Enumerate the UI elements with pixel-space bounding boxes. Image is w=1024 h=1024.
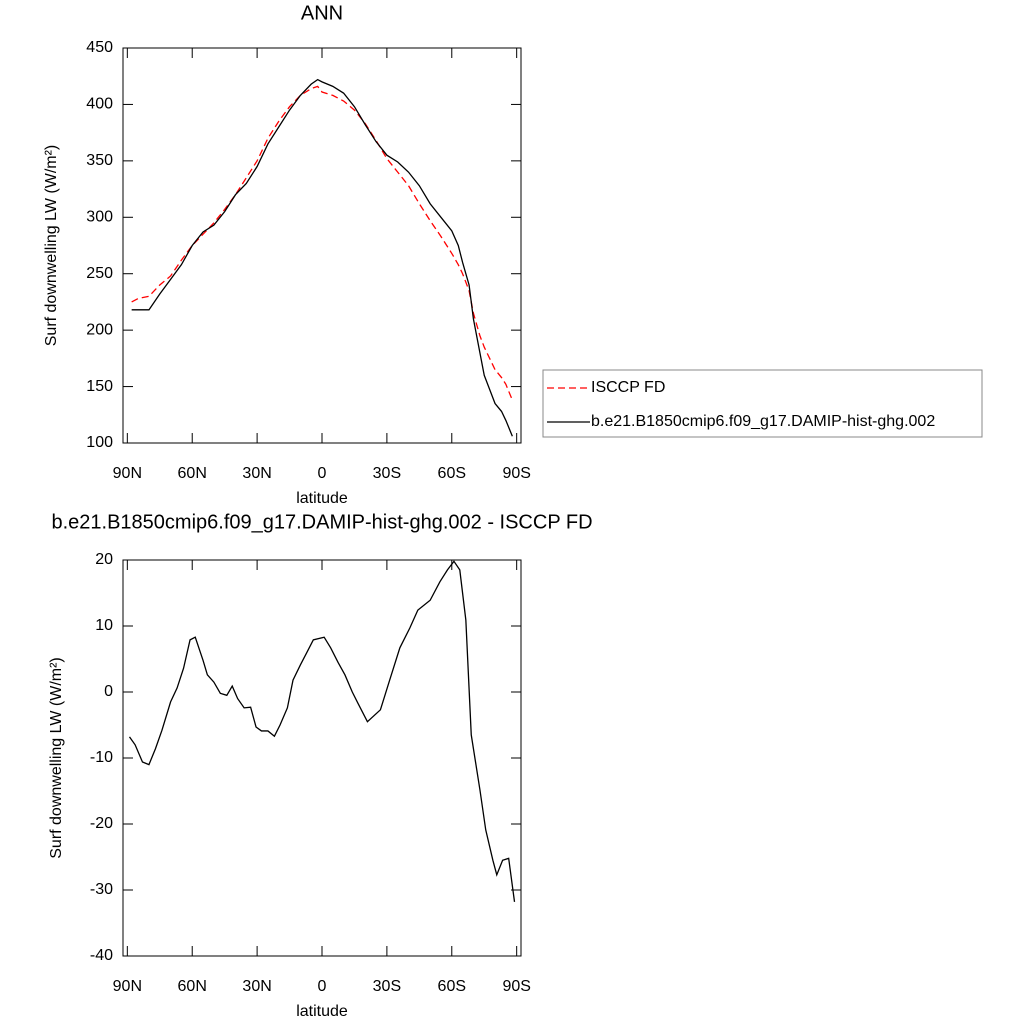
y-tick-label: -10 — [90, 749, 113, 766]
x-axis-label: latitude — [296, 1003, 348, 1020]
data-line — [128, 560, 516, 902]
y-tick-label: 350 — [86, 152, 113, 169]
legend-label: b.e21.B1850cmip6.f09_g17.DAMIP-hist-ghg.… — [591, 413, 935, 430]
y-tick-label: -20 — [90, 815, 113, 832]
chart-title: b.e21.B1850cmip6.f09_g17.DAMIP-hist-ghg.… — [51, 511, 592, 533]
x-tick-label: 90N — [113, 978, 142, 995]
y-tick-label: -30 — [90, 881, 113, 898]
legend-box — [542, 369, 983, 438]
x-tick-label: 90N — [113, 465, 142, 482]
y-tick-label: 400 — [86, 96, 113, 113]
plot-frame — [122, 559, 522, 957]
y-tick-label: 0 — [104, 683, 113, 700]
y-tick-label: 200 — [86, 321, 113, 338]
x-tick-label: 30N — [242, 978, 271, 995]
x-tick-label: 90S — [502, 465, 530, 482]
plot-frame — [122, 47, 522, 444]
y-tick-label: -40 — [90, 947, 113, 964]
y-tick-label: 300 — [86, 209, 113, 226]
x-tick-label: 60N — [178, 465, 207, 482]
x-tick-label: 60N — [178, 978, 207, 995]
y-tick-label: 100 — [86, 434, 113, 451]
x-tick-label: 0 — [318, 978, 327, 995]
y-tick-label: 150 — [86, 378, 113, 395]
data-line — [131, 85, 513, 401]
x-tick-label: 60S — [438, 978, 466, 995]
legend-label: ISCCP FD — [591, 379, 665, 396]
chart-title: ANN — [301, 2, 343, 24]
y-axis-label: Surf downwelling LW (W/m²) — [48, 657, 65, 859]
x-tick-label: 90S — [502, 978, 530, 995]
y-tick-label: 250 — [86, 265, 113, 282]
x-tick-label: 60S — [438, 465, 466, 482]
x-tick-label: 30S — [373, 978, 401, 995]
x-tick-label: 0 — [318, 465, 327, 482]
x-axis-label: latitude — [296, 490, 348, 507]
x-tick-label: 30S — [373, 465, 401, 482]
x-tick-label: 30N — [242, 465, 271, 482]
data-line — [131, 78, 513, 437]
y-tick-label: 10 — [95, 617, 113, 634]
y-axis-label: Surf downwelling LW (W/m²) — [43, 145, 60, 347]
y-tick-label: 450 — [86, 39, 113, 56]
y-tick-label: 20 — [95, 551, 113, 568]
